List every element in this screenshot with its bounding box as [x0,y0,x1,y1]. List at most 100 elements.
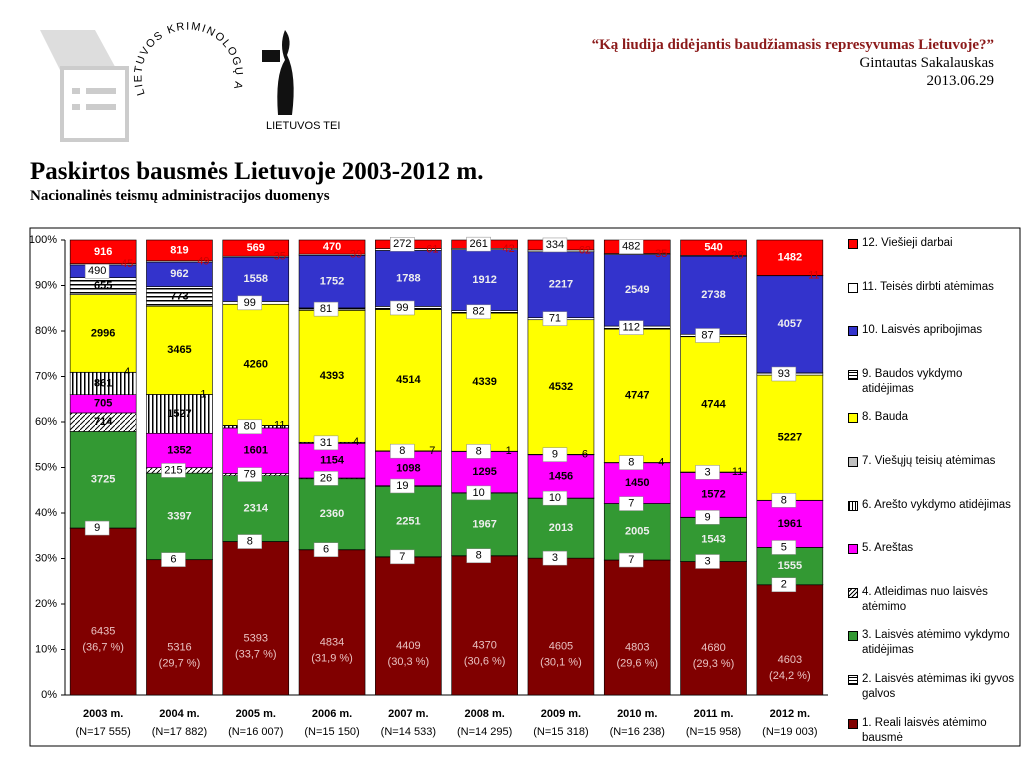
value-label: 4 [353,436,359,448]
n-label: (N=15 318) [533,726,588,738]
value-label: 1572 [701,489,725,501]
legend-label: 11. Teisės dirbti atėmimas [862,280,994,293]
bar-segment [680,472,747,518]
label-box [313,435,339,451]
value-label: 1098 [396,462,420,474]
value-label: 6 [323,544,329,556]
value-label: 8 [476,445,482,457]
x-tick-label: 2006 m. [312,708,352,720]
bar-segment [222,541,290,696]
bar-segment [527,251,595,318]
label-box [313,542,339,557]
bar-segment [756,374,824,501]
label-box [390,237,415,252]
value-label: 1961 [778,518,802,530]
legend-swatch [848,544,858,555]
bar-segment [451,249,518,311]
value-label: 4680 [701,642,725,654]
value-label: 5 [781,541,787,553]
n-label: (N=15 150) [304,726,359,738]
legend-swatch [848,500,858,511]
label-box [771,366,797,382]
value-label: 4532 [549,381,573,393]
legend-swatch [848,326,858,337]
n-label: (N=16 007) [228,726,283,738]
x-tick-label: 2012 m. [770,708,810,720]
bar-segment [146,305,213,395]
legend-swatch [848,456,858,467]
value-label: 6435 [91,626,115,638]
label-box [161,463,186,478]
logo-ring [134,19,240,125]
x-tick-label: 2008 m. [464,708,504,720]
bar-segment [375,250,442,307]
value-label: 82 [473,306,485,318]
n-label: (N=16 238) [610,726,665,738]
value-label: 80 [244,421,256,433]
value-label: 4393 [320,370,344,382]
share-label: (36,7 %) [82,642,124,654]
bar-segment [527,557,595,696]
bar-segment [603,503,671,561]
value-label: 1 [200,388,206,400]
value-label: 4370 [472,639,496,651]
institute: LIETUVOS TEISĖS INSTITUTAS [266,119,340,132]
value-label: 9 [94,522,100,534]
label-box [390,549,415,565]
value-label: 773 [170,290,188,302]
value-label: 3465 [167,344,191,356]
y-tick-label: 30% [35,552,57,564]
value-label: 7 [429,445,435,457]
label-box [84,264,110,279]
value-label: 1352 [167,444,191,456]
y-tick-label: 60% [35,416,57,428]
bar-segment [756,239,824,276]
y-tick-label: 20% [35,598,57,610]
value-label: 655 [94,280,112,292]
value-label: 215 [164,464,182,476]
bar-segment [527,498,595,559]
value-label: 569 [247,242,265,254]
share-label: (24,2 %) [769,670,811,682]
legend-item: 2. Laisvės atėmimas iki gyvos galvos [848,672,1016,716]
bar-segment [603,254,671,327]
x-tick-label: 2004 m. [159,708,199,720]
legend-label: 10. Laisvės apribojimas [862,324,983,337]
bar-segment [680,239,747,256]
label-box [466,485,491,501]
y-tick-label: 70% [35,370,57,382]
label-box [313,471,339,486]
label-box [161,552,186,567]
value-label: 6 [170,554,176,566]
bar-segment [146,261,213,287]
value-label: 19 [396,480,408,492]
legend-item: 3. Laisvės atėmimo vykdymo atidėjimas [848,628,1016,672]
value-label: 1456 [549,470,573,482]
label-box [542,550,568,566]
legend-item: 1. Reali laisvės atėmimo bausmė [848,716,1016,760]
legend-swatch [848,369,858,380]
value-label: 8 [781,494,787,506]
value-label: 916 [94,246,112,258]
share-label: (33,7 %) [235,648,277,660]
legend-item: 11. Teisės dirbti atėmimas [848,280,1016,324]
value-label: 5393 [244,632,268,644]
value-label: 71 [549,313,561,325]
value-label: 1788 [396,272,420,284]
bar-segment [222,256,290,302]
value-label: 9 [704,511,710,523]
legend-item: 4. Atleidimas nuo laisvės atėmimo [848,585,1016,629]
legend-item: 12. Viešieji darbai [848,236,1016,280]
bar-segment [680,336,747,473]
label-box [771,493,797,508]
chart-subtitle: Nacionalinės teismų administracijos duom… [30,188,330,204]
x-tick-label: 2003 m. [83,708,123,720]
label-box [466,548,491,564]
value-label: 99 [396,302,408,314]
legend-item: 9. Baudos vykdymo atidėjimas [848,367,1016,411]
value-label: 10 [473,487,485,499]
x-tick-label: 2005 m. [236,708,276,720]
bar-segment [375,309,442,452]
n-label: (N=14 295) [457,726,512,738]
